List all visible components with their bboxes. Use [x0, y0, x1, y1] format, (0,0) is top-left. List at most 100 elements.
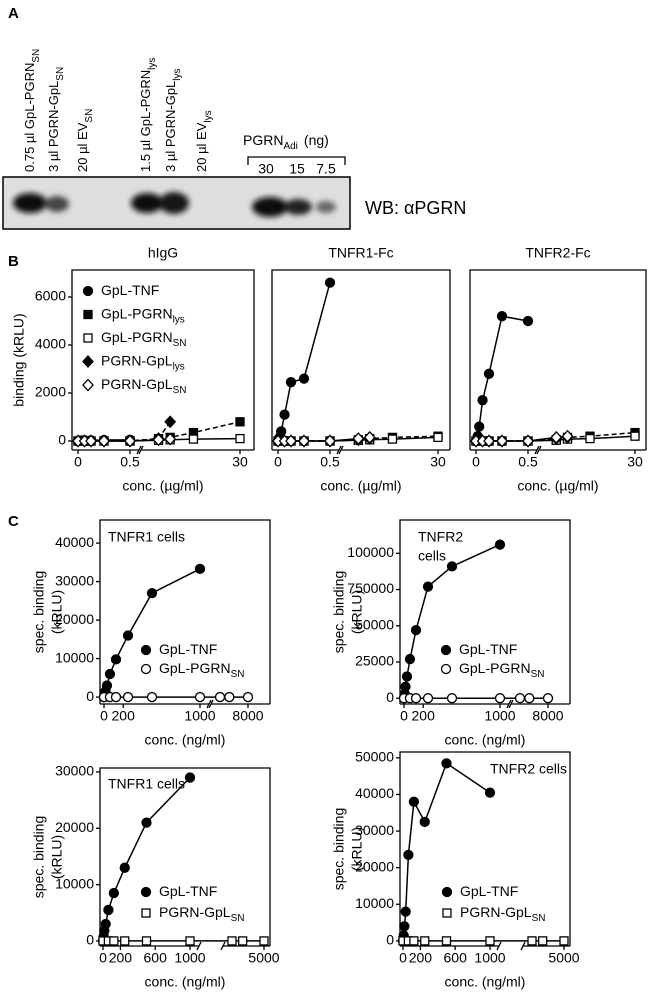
data-point	[483, 434, 495, 448]
data-point	[141, 936, 152, 946]
axis-break	[534, 445, 540, 455]
legend-label-main: PGRN-GpL	[460, 904, 532, 920]
y-tick-label: 0	[386, 689, 394, 705]
axis-break	[536, 445, 542, 455]
chart-title: TNFR2-Fc	[525, 245, 590, 261]
data-point	[242, 691, 254, 703]
chart-title: cells	[418, 548, 446, 564]
data-point	[122, 630, 134, 641]
data-point	[441, 936, 452, 946]
data-point	[477, 395, 488, 406]
data-point	[496, 434, 508, 448]
data-point	[485, 936, 495, 946]
x-tick-label: 30	[627, 454, 643, 470]
data-point	[550, 430, 563, 444]
data-point	[164, 415, 177, 429]
data-point	[146, 587, 158, 599]
data-point	[422, 581, 434, 592]
x-tick-label: 8000	[232, 708, 263, 724]
axis-break	[506, 699, 512, 709]
axis-break	[336, 445, 342, 455]
data-point	[433, 432, 443, 443]
y-tick-label: 0	[86, 688, 94, 704]
y-tick-label: 50000	[355, 616, 394, 632]
legend-label: PGRN-GpLSN	[460, 904, 545, 924]
y-axis-label: spec. binding	[331, 808, 347, 891]
data-point	[104, 668, 116, 680]
y-tick-label: 30000	[55, 572, 94, 588]
data-point	[298, 373, 310, 384]
detection-label: WB: αPGRN	[365, 198, 466, 218]
y-tick-label: 0	[86, 932, 94, 948]
blot-bands	[13, 192, 336, 217]
legend-marker	[83, 309, 93, 320]
data-point	[298, 434, 310, 448]
axis-break	[338, 445, 344, 455]
y-tick-label: 25000	[355, 653, 394, 669]
lane-label-main: 20 µl EV	[194, 122, 209, 172]
legend-label-sub: SN	[531, 669, 545, 680]
panel-label: B	[8, 253, 19, 270]
data-point	[224, 691, 235, 703]
x-tick-label: 0.5	[320, 454, 340, 470]
data-point	[363, 430, 376, 444]
legend-marker	[82, 378, 94, 392]
legend-marker	[82, 285, 94, 297]
y-tick-label: 0	[58, 432, 66, 448]
plot-frame	[399, 751, 571, 946]
data-point	[194, 691, 206, 703]
lane-label: 20 µl EVSN	[75, 109, 95, 172]
lane-label-main: 0.75 µl GpL-PGRN	[22, 63, 37, 172]
y-tick-label: 50000	[355, 749, 394, 765]
legend-label-main: GpL-TNF	[159, 641, 217, 657]
x-tick-label: 600	[444, 950, 468, 966]
data-point	[514, 693, 526, 704]
data-point	[141, 817, 152, 828]
legend-label-main: PGRN-GpL	[159, 904, 231, 920]
data-point	[400, 906, 411, 917]
data-point	[400, 681, 411, 692]
data-point	[410, 624, 422, 636]
data-point	[401, 671, 413, 682]
data-point	[119, 862, 130, 873]
data-point	[522, 315, 534, 327]
x-tick-label: 600	[144, 950, 168, 966]
legend-label: GpL-TNF	[460, 883, 518, 899]
axis-break	[206, 699, 212, 709]
x-tick-label: 0	[99, 950, 107, 966]
axis-break	[220, 941, 226, 951]
chart-title: TNFR1-Fc	[328, 245, 393, 261]
panel-label: C	[8, 513, 19, 530]
legend-label: GpL-PGRNSN	[459, 660, 544, 680]
data-point	[235, 433, 245, 444]
legend-marker	[82, 355, 94, 368]
legend-label-sub: lys	[173, 315, 185, 326]
data-point	[494, 693, 506, 704]
chart-title: TNFR2	[418, 529, 463, 545]
lane-label-sub: lys	[172, 68, 183, 80]
y-axis-label: spec. binding	[31, 571, 47, 654]
legend-label-main: GpL-TNF	[460, 883, 518, 899]
y-tick-label: 6000	[35, 288, 66, 304]
legend-marker	[141, 908, 151, 918]
x-axis-label: conc. (ng/ml)	[145, 974, 226, 990]
lane-label: 1.5 µl GpL-PGRNlys	[138, 58, 158, 172]
legend-marker	[140, 644, 152, 656]
data-point	[120, 936, 130, 946]
x-tick-label: 1000	[484, 708, 515, 724]
lane-label-sub: SN	[84, 109, 95, 123]
panel-label: A	[8, 5, 19, 22]
plot-frame	[99, 767, 271, 946]
y-tick-label: 20000	[55, 819, 94, 835]
data-point	[387, 434, 398, 444]
legend-label-main: GpL-TNF	[159, 883, 217, 899]
data-point	[285, 434, 297, 448]
plot-frame	[271, 269, 451, 450]
lane-label-sub: lys	[203, 110, 214, 122]
y-tick-label: 30000	[355, 822, 394, 838]
axis-break	[496, 941, 502, 951]
data-point	[103, 904, 114, 916]
y-tick-label: 30000	[55, 763, 94, 779]
data-point	[324, 277, 336, 288]
y-axis-label: (kRLU)	[349, 827, 365, 871]
